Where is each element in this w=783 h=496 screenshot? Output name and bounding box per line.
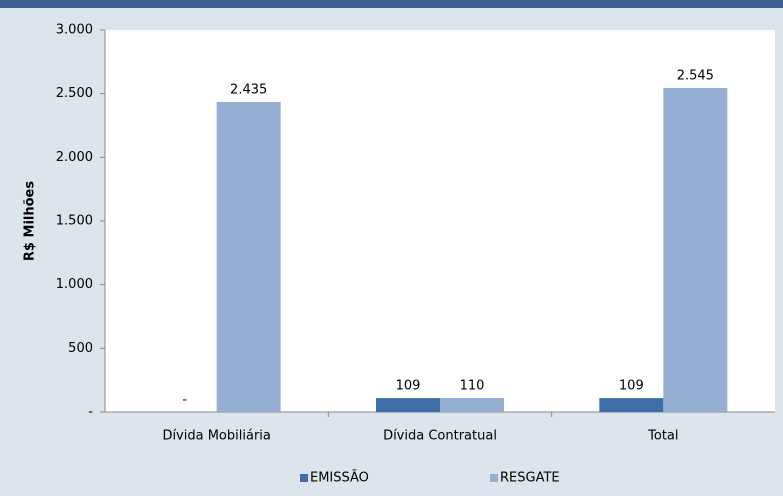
- y-tick-label: 3.000: [56, 23, 93, 38]
- value-label: 109: [619, 379, 644, 394]
- legend-label: EMISSÃO: [310, 470, 369, 486]
- value-label: 110: [460, 378, 485, 393]
- bar: [440, 397, 504, 412]
- bar: [663, 87, 728, 412]
- bar: [599, 398, 664, 412]
- x-tick-label: Total: [647, 429, 678, 444]
- legend-label: RESGATE: [500, 471, 560, 486]
- top-band: [0, 0, 783, 8]
- x-tick-label: Dívida Mobiliária: [162, 429, 270, 444]
- bar: [216, 101, 281, 413]
- y-tick-label: 1.500: [56, 214, 93, 229]
- value-label: -: [182, 393, 187, 408]
- y-axis-title: R$ Milhões: [23, 181, 38, 261]
- value-label: 109: [396, 379, 421, 394]
- legend-swatch: [490, 474, 498, 482]
- value-label: 2.435: [230, 82, 267, 97]
- y-tick-label: 2.500: [56, 86, 93, 101]
- y-tick-label: 1.000: [56, 277, 93, 292]
- y-tick-label: 500: [68, 341, 93, 356]
- x-tick-label: Dívida Contratual: [383, 429, 497, 444]
- legend-swatch: [300, 474, 308, 482]
- bar: [376, 398, 440, 412]
- y-tick-label: 2.000: [56, 150, 93, 165]
- y-tick-label: -: [88, 405, 93, 420]
- value-label: 2.545: [677, 68, 714, 83]
